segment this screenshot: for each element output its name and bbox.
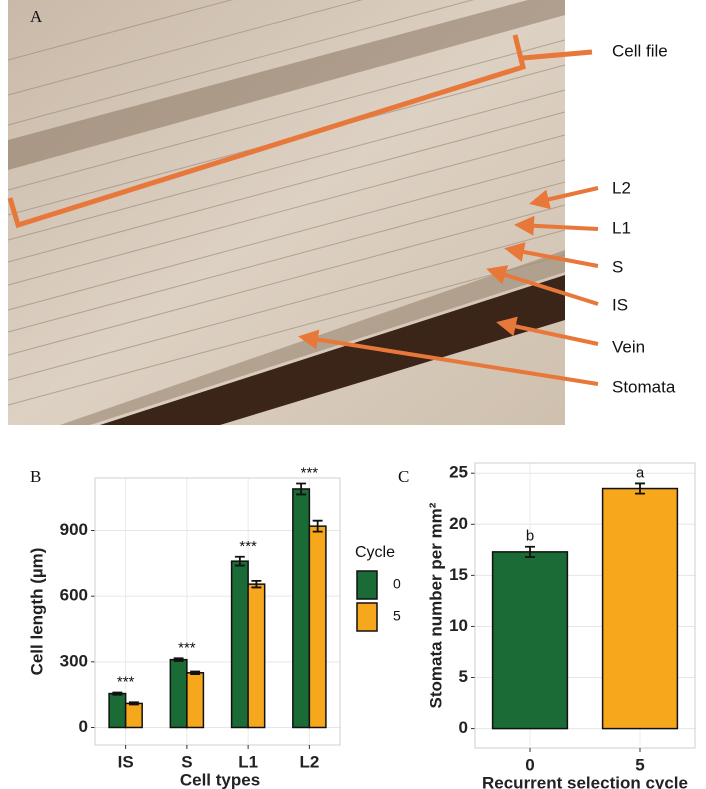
- annotation: b: [526, 528, 534, 545]
- bar: [308, 525, 327, 729]
- x-tick-label: L1: [238, 752, 258, 771]
- y-tick-label: 10: [449, 616, 468, 635]
- annotation-lines: [7, 34, 599, 386]
- bar: [169, 658, 188, 729]
- error-bar: [251, 579, 262, 589]
- error-bar: [128, 701, 139, 706]
- micrograph-labels: Cell file L2 L1 S IS Vein Stomata: [612, 41, 676, 396]
- plot-border: [474, 462, 696, 749]
- legend-key: [356, 602, 378, 632]
- error-bar: [173, 657, 184, 662]
- y-axis-label: Stomata number per mm²: [426, 502, 445, 708]
- legend-key: [356, 570, 378, 600]
- x-tick-label: 0: [525, 755, 534, 774]
- y-tick-label: 900: [60, 520, 88, 539]
- x-axis-label: Recurrent selection cycle: [482, 773, 688, 789]
- label: L1: [612, 218, 631, 237]
- x-tick-label: 5: [635, 755, 644, 774]
- micrograph: [8, 0, 565, 425]
- bar: [601, 487, 679, 730]
- y-tick-label: 15: [449, 565, 468, 584]
- error-bar: [525, 545, 535, 558]
- error-bar: [635, 482, 645, 495]
- legend-title: Cycle: [355, 544, 395, 561]
- annotation: ***: [178, 639, 196, 656]
- y-tick-label: 25: [449, 463, 468, 482]
- bar: [108, 692, 127, 729]
- label: IS: [612, 295, 628, 314]
- annotation: ***: [301, 464, 319, 481]
- error-bar: [234, 555, 245, 567]
- label: Stomata: [612, 377, 676, 396]
- y-tick-label: 0: [79, 717, 88, 736]
- annotation: a: [636, 464, 645, 481]
- bar: [186, 672, 205, 729]
- bar: [247, 583, 266, 729]
- error-bar: [296, 482, 307, 496]
- bar: [292, 488, 311, 729]
- label: L2: [612, 178, 631, 197]
- error-bar: [112, 691, 123, 696]
- panel-label: A: [30, 7, 43, 26]
- annotation: ***: [117, 673, 135, 690]
- legend-label: 0: [393, 576, 401, 592]
- y-axis-label: Cell length (µm): [27, 548, 46, 676]
- y-tick-label: 0: [459, 718, 468, 737]
- label: S: [612, 257, 623, 276]
- error-bar: [190, 670, 201, 675]
- y-tick-label: 20: [449, 514, 468, 533]
- x-tick-label: S: [181, 752, 192, 771]
- y-tick-label: 5: [459, 667, 468, 686]
- bar: [491, 551, 569, 730]
- panel-label: B: [30, 467, 41, 486]
- annotation: ***: [239, 538, 257, 555]
- y-tick-label: 300: [60, 651, 88, 670]
- x-axis-label: Cell types: [180, 770, 260, 789]
- bar: [230, 560, 249, 729]
- x-tick-label: IS: [118, 752, 134, 771]
- label: Vein: [612, 337, 645, 356]
- plot-border: [94, 477, 341, 746]
- x-tick-label: L2: [299, 752, 319, 771]
- label: Cell file: [612, 41, 668, 60]
- panel-label: C: [398, 467, 409, 486]
- y-tick-label: 600: [60, 586, 88, 605]
- legend-label: 5: [393, 608, 401, 624]
- error-bar: [312, 519, 323, 533]
- bar: [124, 702, 143, 729]
